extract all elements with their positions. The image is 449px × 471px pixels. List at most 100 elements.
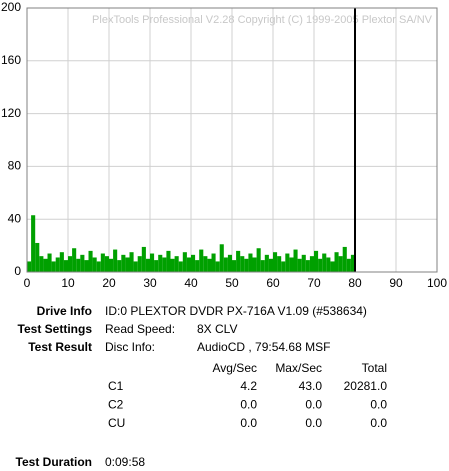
- bar: [240, 256, 245, 272]
- bar: [326, 257, 331, 272]
- bar: [96, 261, 101, 272]
- info-label: Drive Info: [37, 304, 92, 318]
- bar: [55, 257, 60, 272]
- bar: [68, 256, 73, 272]
- bar: [260, 260, 265, 272]
- bar: [191, 254, 196, 272]
- bar: [338, 256, 343, 272]
- table-cell: 0.0: [305, 398, 322, 412]
- watermark: PlexTools Professional V2.28 Copyright (…: [92, 14, 433, 26]
- bar: [330, 261, 335, 272]
- table-cell: 0.0: [305, 416, 322, 430]
- x-tick-label: 70: [307, 276, 321, 290]
- bar: [252, 257, 257, 272]
- bar: [277, 256, 282, 272]
- bar: [145, 258, 150, 272]
- bar: [39, 256, 44, 272]
- x-tick-label: 20: [102, 276, 116, 290]
- bar: [125, 257, 130, 272]
- bar: [76, 258, 81, 272]
- info-label: Test Duration: [16, 455, 92, 469]
- table-cell: 43.0: [299, 379, 323, 393]
- bar: [158, 254, 163, 272]
- bar: [203, 256, 208, 272]
- table-cell: 20281.0: [344, 379, 388, 393]
- bar: [51, 261, 56, 272]
- bar: [223, 257, 228, 272]
- info-value: 0:09:58: [105, 455, 145, 469]
- bar: [72, 248, 77, 272]
- info-value: AudioCD , 79:54.68 MSF: [197, 340, 330, 354]
- bar: [342, 246, 347, 272]
- bar: [195, 260, 200, 272]
- bar: [109, 258, 114, 272]
- bar: [59, 252, 64, 272]
- x-tick-label: 50: [225, 276, 239, 290]
- table-header: Max/Sec: [275, 361, 322, 375]
- bar: [293, 249, 298, 272]
- x-tick-label: 80: [348, 276, 362, 290]
- bar: [232, 260, 237, 272]
- table-cell: 0.0: [240, 416, 257, 430]
- info-key: Read Speed:: [105, 322, 175, 336]
- bar: [346, 258, 351, 272]
- bar: [100, 253, 105, 272]
- bar: [27, 261, 32, 272]
- bar: [264, 254, 269, 272]
- bar: [256, 248, 261, 272]
- bar: [305, 260, 310, 272]
- row-label: C2: [108, 398, 124, 412]
- plot-border: [26, 7, 438, 273]
- bar: [186, 257, 191, 272]
- x-tick-label: 40: [184, 276, 198, 290]
- bar: [154, 260, 159, 272]
- bar: [43, 258, 48, 272]
- bar: [318, 258, 323, 272]
- bar: [236, 250, 241, 272]
- x-tick-label: 30: [143, 276, 157, 290]
- y-tick-label: 0: [14, 264, 21, 278]
- x-tick-label: 0: [24, 276, 31, 290]
- bar: [35, 242, 40, 272]
- table-header: Avg/Sec: [213, 361, 257, 375]
- bar: [150, 253, 155, 272]
- bar: [133, 261, 138, 272]
- table-cell: 4.2: [240, 379, 257, 393]
- x-tick-label: 10: [61, 276, 75, 290]
- bar: [162, 257, 167, 272]
- bar: [314, 250, 319, 272]
- bar: [121, 254, 126, 272]
- bar: [174, 256, 179, 272]
- bar: [88, 250, 93, 272]
- bar: [47, 253, 52, 272]
- bar: [182, 252, 187, 272]
- bar: [211, 253, 216, 272]
- info-label: Test Result: [28, 340, 92, 354]
- y-tick-label: 80: [8, 159, 22, 173]
- bar: [141, 246, 146, 272]
- bar: [285, 253, 290, 272]
- bar: [297, 258, 302, 272]
- info-label: Test Settings: [18, 322, 93, 336]
- bar: [199, 249, 204, 272]
- bar: [215, 261, 220, 272]
- bar: [268, 258, 273, 272]
- bar: [322, 253, 327, 272]
- bar: [84, 260, 89, 272]
- bar: [104, 256, 109, 272]
- bar: [301, 254, 306, 272]
- bar: [113, 249, 118, 272]
- bar: [289, 257, 294, 272]
- x-tick-label: 60: [266, 276, 280, 290]
- bar: [334, 252, 339, 272]
- table-cell: 0.0: [370, 398, 387, 412]
- x-tick-label: 100: [427, 276, 447, 290]
- bar: [137, 256, 142, 272]
- bar: [309, 256, 314, 272]
- table-cell: 0.0: [240, 398, 257, 412]
- info-value: 8X CLV: [197, 322, 237, 336]
- bar: [166, 250, 171, 272]
- info-value: ID:0 PLEXTOR DVDR PX-716A V1.09 (#538634…: [105, 304, 367, 318]
- bar: [129, 252, 134, 272]
- y-tick-label: 40: [8, 211, 22, 225]
